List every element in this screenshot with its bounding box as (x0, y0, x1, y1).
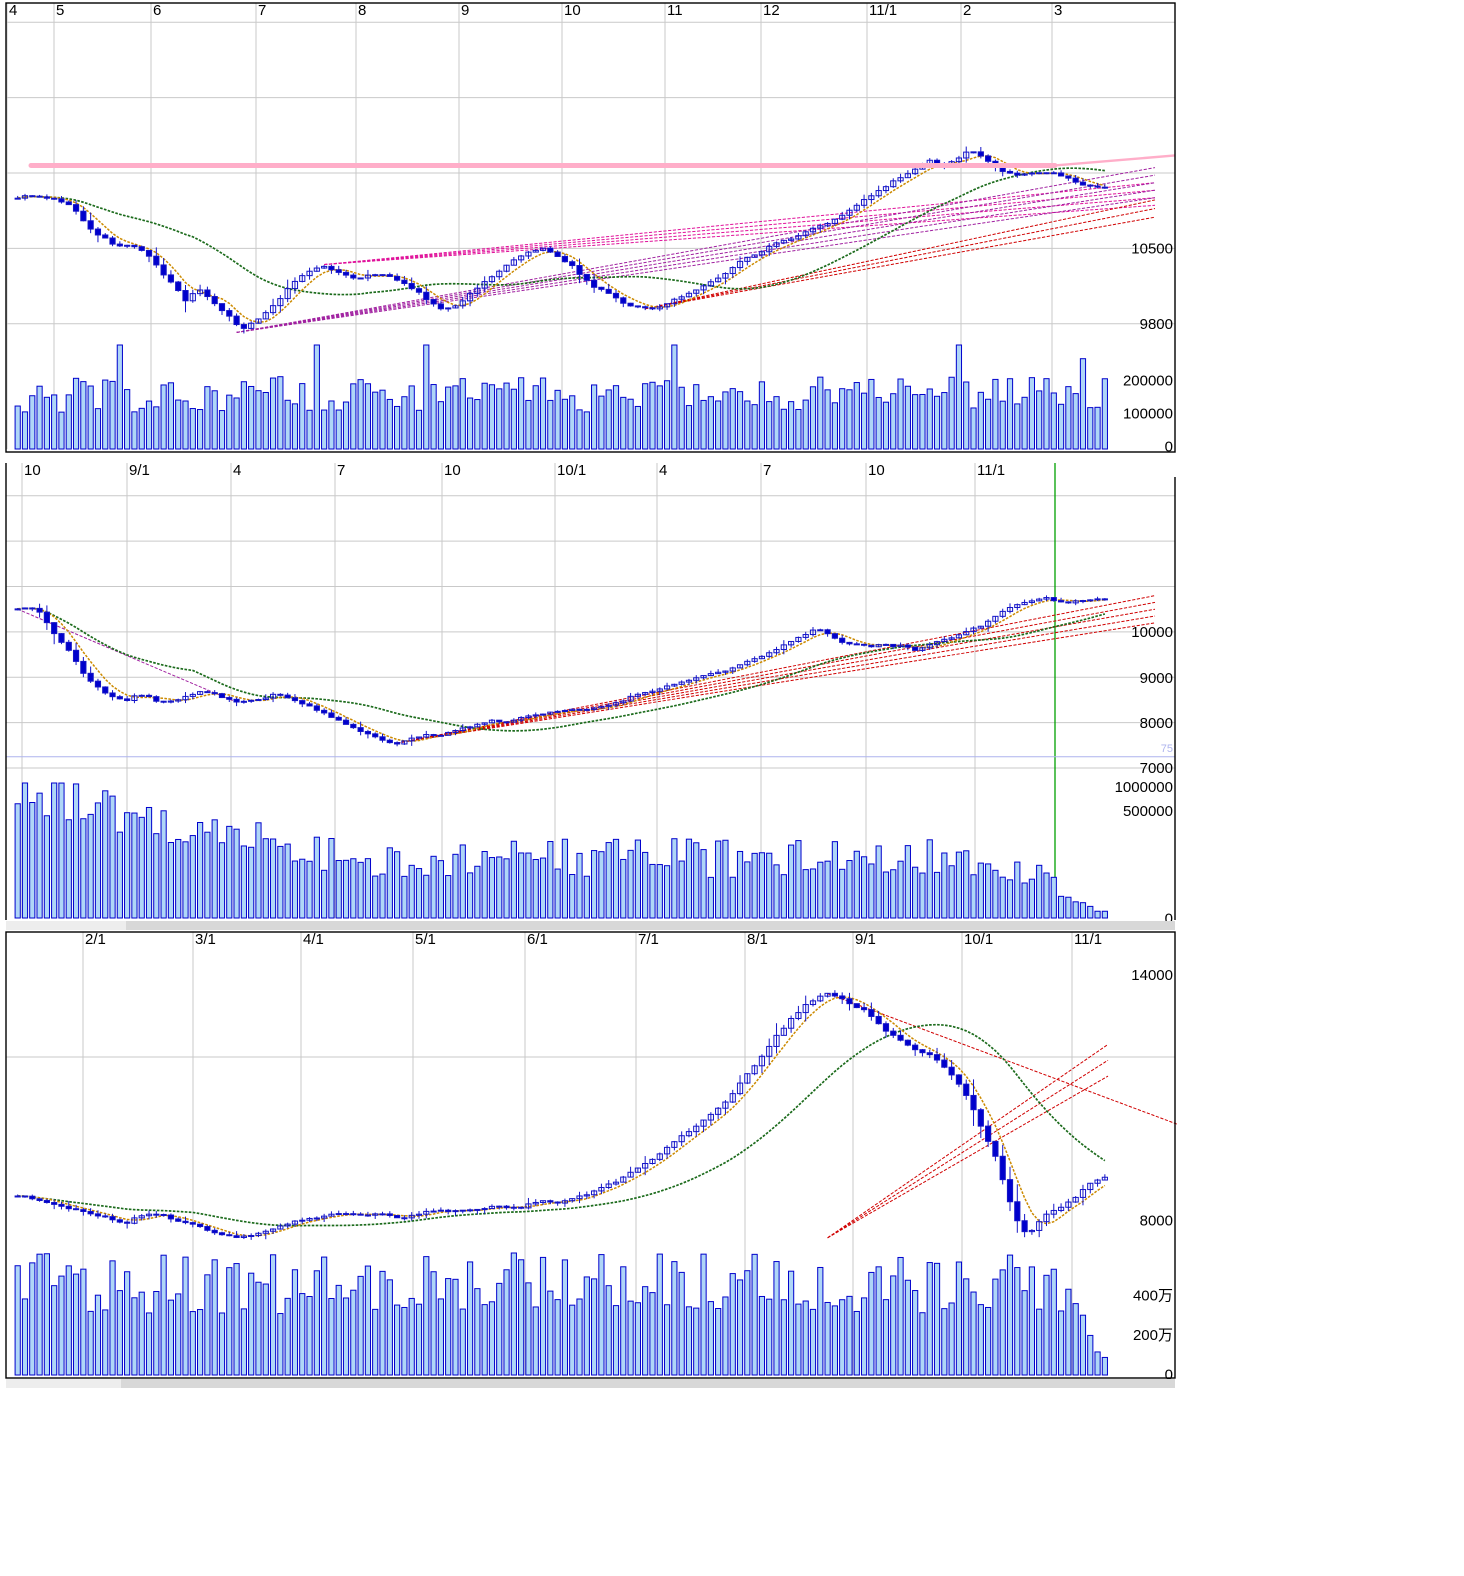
svg-text:10500: 10500 (1131, 240, 1173, 257)
svg-text:11: 11 (667, 2, 683, 19)
svg-text:5/1: 5/1 (415, 931, 436, 948)
svg-text:9800: 9800 (1140, 316, 1173, 333)
svg-text:14000: 14000 (1131, 967, 1173, 984)
svg-text:4: 4 (659, 462, 667, 479)
svg-text:9/1: 9/1 (855, 931, 876, 948)
svg-text:10000: 10000 (1131, 624, 1173, 641)
svg-text:1000000: 1000000 (1115, 779, 1173, 796)
svg-text:5: 5 (56, 2, 64, 19)
svg-text:7: 7 (258, 2, 266, 19)
svg-text:200万: 200万 (1133, 1327, 1173, 1344)
svg-text:8000: 8000 (1140, 715, 1173, 732)
svg-text:11/1: 11/1 (869, 2, 897, 19)
svg-text:8000: 8000 (1140, 1213, 1173, 1230)
svg-text:12: 12 (763, 2, 780, 19)
svg-text:11/1: 11/1 (977, 462, 1005, 479)
svg-text:6/1: 6/1 (527, 931, 548, 948)
svg-text:10: 10 (564, 2, 581, 19)
svg-text:7: 7 (337, 462, 345, 479)
svg-text:7: 7 (763, 462, 771, 479)
svg-text:3: 3 (1054, 2, 1062, 19)
svg-text:75: 75 (1161, 743, 1173, 755)
svg-text:2: 2 (963, 2, 971, 19)
svg-text:10: 10 (868, 462, 885, 479)
svg-text:9000: 9000 (1140, 670, 1173, 687)
svg-text:10: 10 (24, 462, 41, 479)
svg-text:8: 8 (358, 2, 366, 19)
svg-text:10: 10 (444, 462, 461, 479)
svg-text:200000: 200000 (1123, 373, 1173, 390)
svg-text:7000: 7000 (1140, 760, 1173, 777)
svg-text:2/1: 2/1 (85, 931, 106, 948)
svg-text:6: 6 (153, 2, 161, 19)
svg-text:7/1: 7/1 (638, 931, 659, 948)
svg-text:10/1: 10/1 (964, 931, 993, 948)
svg-text:4/1: 4/1 (303, 931, 324, 948)
svg-text:9: 9 (461, 2, 469, 19)
svg-text:11/1: 11/1 (1074, 931, 1102, 948)
svg-text:9/1: 9/1 (129, 462, 150, 479)
svg-text:0: 0 (1165, 439, 1173, 456)
svg-text:3/1: 3/1 (195, 931, 216, 948)
svg-text:4: 4 (9, 2, 17, 19)
svg-text:100000: 100000 (1123, 405, 1173, 422)
svg-text:10/1: 10/1 (557, 462, 586, 479)
svg-text:4: 4 (233, 462, 241, 479)
svg-text:500000: 500000 (1123, 803, 1173, 820)
svg-text:400万: 400万 (1133, 1288, 1173, 1305)
svg-text:8/1: 8/1 (747, 931, 768, 948)
